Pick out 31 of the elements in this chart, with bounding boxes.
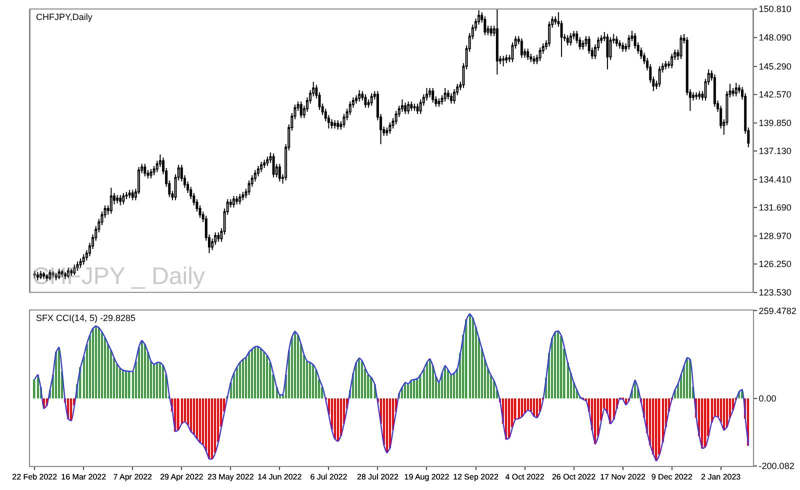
y-tick-label: 148.090 bbox=[758, 32, 792, 42]
x-tick-label: 7 Apr 2022 bbox=[113, 472, 153, 482]
y-tick-label: 128.970 bbox=[758, 230, 792, 241]
y-tick-label: 145.290 bbox=[758, 61, 792, 72]
x-tick-label: 28 Jul 2022 bbox=[357, 472, 399, 482]
chart-title: CHFJPY,Daily bbox=[36, 12, 93, 22]
x-tick-label: 6 Jul 2022 bbox=[310, 472, 348, 482]
y-tick-label: 142.570 bbox=[758, 90, 792, 100]
y-tick-label: 123.530 bbox=[758, 287, 792, 298]
x-tick-label: 9 Dec 2022 bbox=[651, 472, 693, 482]
x-tick-label: 16 Mar 2022 bbox=[61, 472, 107, 482]
y-tick-label: 137.130 bbox=[758, 146, 792, 156]
x-tick-label: 23 May 2022 bbox=[208, 472, 254, 482]
x-tick-label: 29 Apr 2022 bbox=[160, 472, 204, 482]
y-tick-label: 0.00 bbox=[758, 394, 776, 404]
x-tick-label: 19 Aug 2022 bbox=[404, 472, 450, 482]
x-tick-label: 2 Jan 2023 bbox=[701, 472, 742, 482]
y-tick-label: 134.410 bbox=[758, 174, 792, 184]
x-tick-label: 12 Sep 2022 bbox=[453, 472, 499, 482]
x-tick-label: 17 Nov 2022 bbox=[600, 472, 646, 482]
chart-title: SFX CCI(14, 5) -29.8285 bbox=[36, 313, 136, 323]
x-tick-label: 4 Oct 2022 bbox=[505, 472, 545, 482]
y-tick-label: 126.250 bbox=[758, 259, 792, 270]
x-tick-label: 26 Oct 2022 bbox=[552, 472, 596, 482]
y-tick-label: 150.810 bbox=[758, 4, 792, 14]
x-tick-label: 14 Jun 2022 bbox=[258, 472, 302, 482]
y-tick-label: -200.082 bbox=[758, 461, 794, 472]
y-tick-label: 139.850 bbox=[758, 118, 792, 128]
x-tick-label: 22 Feb 2022 bbox=[12, 472, 58, 482]
y-tick-label: 131.690 bbox=[758, 202, 792, 213]
y-tick-label: 259.4782 bbox=[758, 306, 796, 316]
